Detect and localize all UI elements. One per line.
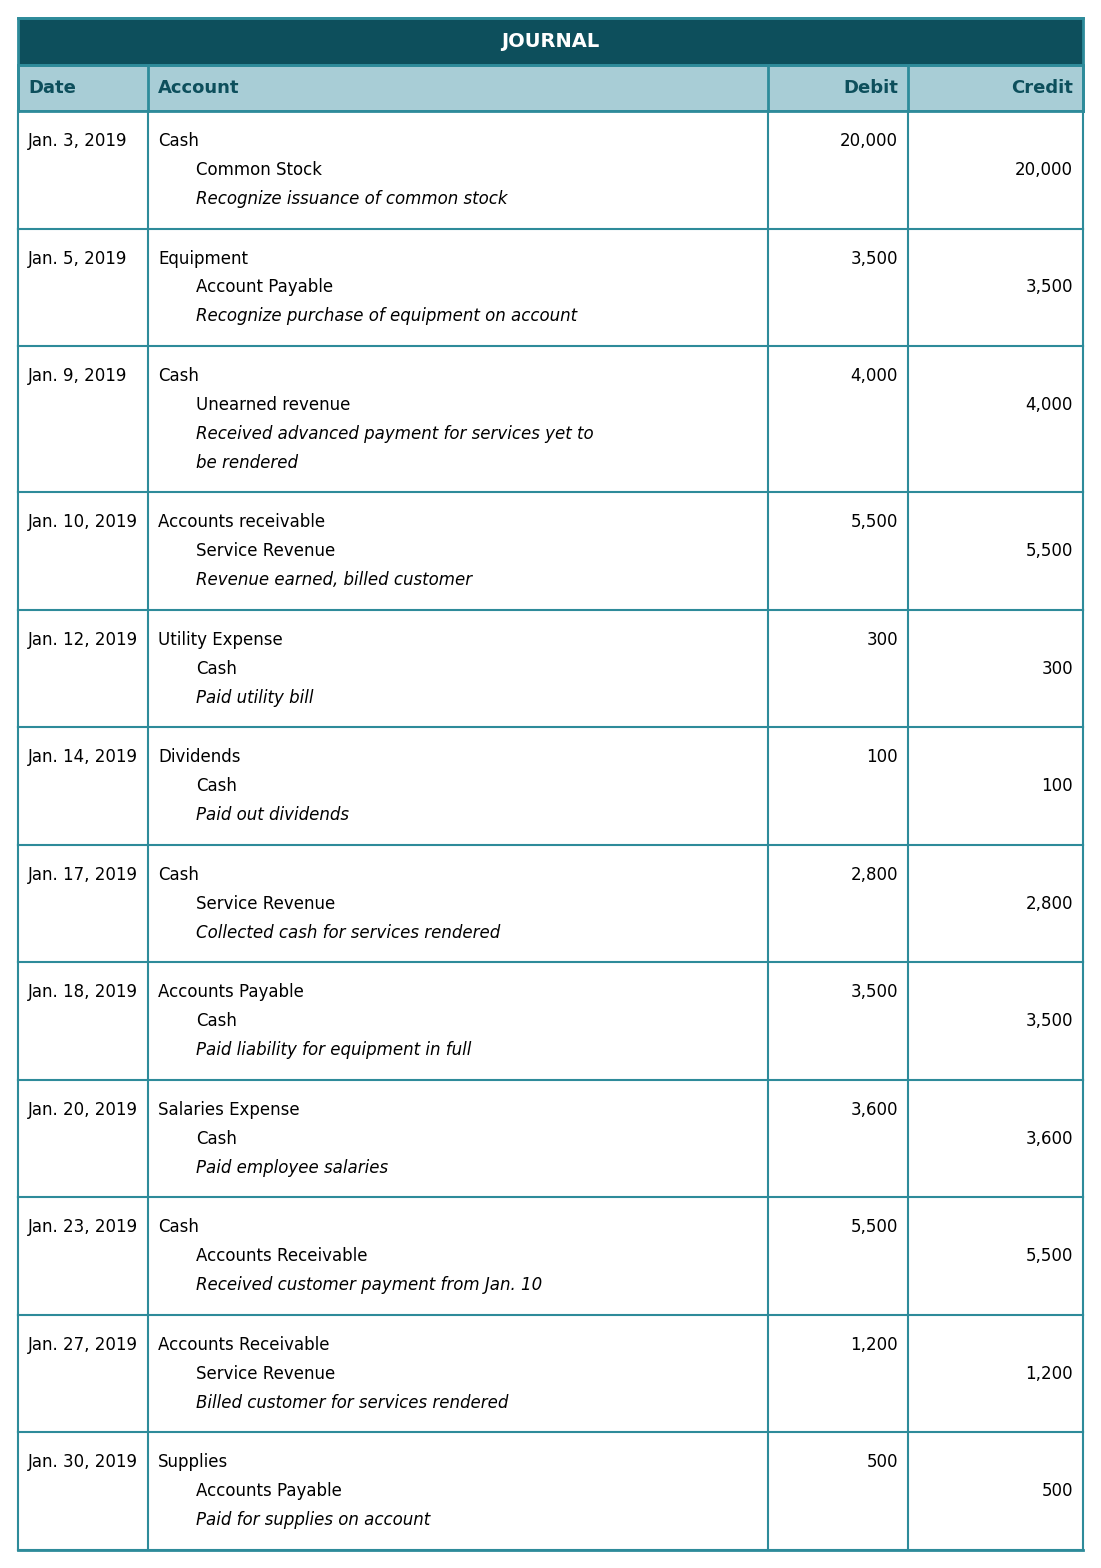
Text: 5,500: 5,500 bbox=[851, 1218, 898, 1237]
Text: Jan. 18, 2019: Jan. 18, 2019 bbox=[28, 983, 138, 1002]
Text: be rendered: be rendered bbox=[196, 453, 298, 472]
Text: Received advanced payment for services yet to: Received advanced payment for services y… bbox=[196, 425, 593, 442]
Text: Cash: Cash bbox=[159, 132, 199, 151]
Bar bbox=[18, 64, 1083, 111]
Text: 5,500: 5,500 bbox=[851, 513, 898, 532]
Bar bbox=[18, 1080, 1083, 1198]
Text: Service Revenue: Service Revenue bbox=[196, 895, 335, 913]
Text: Paid out dividends: Paid out dividends bbox=[196, 806, 349, 825]
Text: 3,500: 3,500 bbox=[1025, 1013, 1073, 1030]
Bar bbox=[18, 1316, 1083, 1433]
Bar bbox=[18, 1198, 1083, 1316]
Text: Cash: Cash bbox=[196, 778, 237, 795]
Text: Jan. 10, 2019: Jan. 10, 2019 bbox=[28, 513, 138, 532]
Text: 20,000: 20,000 bbox=[1015, 162, 1073, 179]
Text: 2,800: 2,800 bbox=[1025, 895, 1073, 913]
Text: 3,500: 3,500 bbox=[850, 249, 898, 268]
Text: Common Stock: Common Stock bbox=[196, 162, 321, 179]
Text: Cash: Cash bbox=[196, 1013, 237, 1030]
Bar bbox=[18, 728, 1083, 845]
Text: 4,000: 4,000 bbox=[1026, 395, 1073, 414]
Text: Paid for supplies on account: Paid for supplies on account bbox=[196, 1512, 430, 1529]
Text: Paid employee salaries: Paid employee salaries bbox=[196, 1159, 389, 1176]
Text: Cash: Cash bbox=[159, 866, 199, 884]
Text: Cash: Cash bbox=[196, 1129, 237, 1148]
Text: Jan. 9, 2019: Jan. 9, 2019 bbox=[28, 367, 128, 386]
Bar bbox=[18, 845, 1083, 963]
Text: Service Revenue: Service Revenue bbox=[196, 543, 335, 560]
Bar bbox=[18, 1433, 1083, 1551]
Text: JOURNAL: JOURNAL bbox=[501, 31, 600, 50]
Text: Jan. 12, 2019: Jan. 12, 2019 bbox=[28, 630, 138, 649]
Text: Utility Expense: Utility Expense bbox=[159, 630, 283, 649]
Text: Jan. 3, 2019: Jan. 3, 2019 bbox=[28, 132, 128, 151]
Text: Jan. 14, 2019: Jan. 14, 2019 bbox=[28, 748, 138, 767]
Text: 3,600: 3,600 bbox=[850, 1101, 898, 1120]
Text: Equipment: Equipment bbox=[159, 249, 248, 268]
Text: 5,500: 5,500 bbox=[1026, 1247, 1073, 1265]
Text: Paid liability for equipment in full: Paid liability for equipment in full bbox=[196, 1041, 471, 1058]
Bar bbox=[18, 492, 1083, 610]
Bar bbox=[18, 17, 1083, 64]
Text: Accounts Payable: Accounts Payable bbox=[159, 983, 304, 1002]
Bar bbox=[18, 111, 1083, 229]
Text: 3,500: 3,500 bbox=[1025, 279, 1073, 296]
Text: 1,200: 1,200 bbox=[850, 1336, 898, 1353]
Text: Recognize issuance of common stock: Recognize issuance of common stock bbox=[196, 190, 508, 207]
Text: 100: 100 bbox=[1042, 778, 1073, 795]
Text: Cash: Cash bbox=[196, 660, 237, 677]
Text: 100: 100 bbox=[866, 748, 898, 767]
Text: Jan. 27, 2019: Jan. 27, 2019 bbox=[28, 1336, 138, 1353]
Text: Cash: Cash bbox=[159, 367, 199, 386]
Text: Supplies: Supplies bbox=[159, 1454, 228, 1471]
Text: 5,500: 5,500 bbox=[1026, 543, 1073, 560]
Text: Received customer payment from Jan. 10: Received customer payment from Jan. 10 bbox=[196, 1276, 543, 1294]
Text: 300: 300 bbox=[1042, 660, 1073, 677]
Bar bbox=[18, 229, 1083, 347]
Text: 300: 300 bbox=[866, 630, 898, 649]
Text: Date: Date bbox=[28, 78, 76, 97]
Text: Paid utility bill: Paid utility bill bbox=[196, 688, 314, 707]
Text: Recognize purchase of equipment on account: Recognize purchase of equipment on accou… bbox=[196, 307, 577, 325]
Text: Account Payable: Account Payable bbox=[196, 279, 334, 296]
Text: Accounts Payable: Accounts Payable bbox=[196, 1482, 342, 1501]
Text: Salaries Expense: Salaries Expense bbox=[159, 1101, 299, 1120]
Text: Debit: Debit bbox=[843, 78, 898, 97]
Text: Cash: Cash bbox=[159, 1218, 199, 1237]
Text: 3,600: 3,600 bbox=[1025, 1129, 1073, 1148]
Text: Account: Account bbox=[159, 78, 240, 97]
Text: 500: 500 bbox=[1042, 1482, 1073, 1501]
Text: 2,800: 2,800 bbox=[850, 866, 898, 884]
Text: Billed customer for services rendered: Billed customer for services rendered bbox=[196, 1394, 509, 1411]
Bar bbox=[18, 963, 1083, 1080]
Text: 20,000: 20,000 bbox=[840, 132, 898, 151]
Text: Collected cash for services rendered: Collected cash for services rendered bbox=[196, 924, 500, 941]
Text: Jan. 5, 2019: Jan. 5, 2019 bbox=[28, 249, 128, 268]
Text: Unearned revenue: Unearned revenue bbox=[196, 395, 350, 414]
Text: Jan. 20, 2019: Jan. 20, 2019 bbox=[28, 1101, 138, 1120]
Text: 3,500: 3,500 bbox=[850, 983, 898, 1002]
Text: Accounts receivable: Accounts receivable bbox=[159, 513, 325, 532]
Bar bbox=[18, 347, 1083, 492]
Text: Credit: Credit bbox=[1011, 78, 1073, 97]
Text: 500: 500 bbox=[866, 1454, 898, 1471]
Text: Jan. 30, 2019: Jan. 30, 2019 bbox=[28, 1454, 138, 1471]
Text: Accounts Receivable: Accounts Receivable bbox=[159, 1336, 329, 1353]
Text: Jan. 17, 2019: Jan. 17, 2019 bbox=[28, 866, 138, 884]
Text: Accounts Receivable: Accounts Receivable bbox=[196, 1247, 368, 1265]
Text: 4,000: 4,000 bbox=[851, 367, 898, 386]
Text: Jan. 23, 2019: Jan. 23, 2019 bbox=[28, 1218, 138, 1237]
Text: Dividends: Dividends bbox=[159, 748, 240, 767]
Text: Revenue earned, billed customer: Revenue earned, billed customer bbox=[196, 571, 472, 590]
Text: 1,200: 1,200 bbox=[1025, 1364, 1073, 1383]
Text: Service Revenue: Service Revenue bbox=[196, 1364, 335, 1383]
Bar bbox=[18, 610, 1083, 728]
